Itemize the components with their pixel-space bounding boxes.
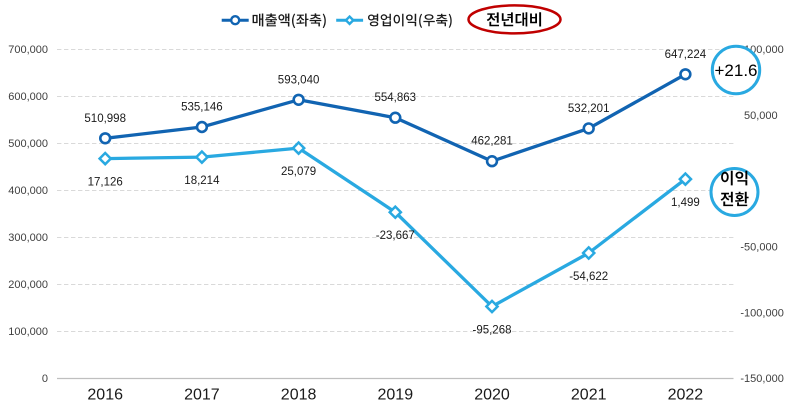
svg-text:2018: 2018 xyxy=(281,387,317,404)
svg-text:462,281: 462,281 xyxy=(471,136,513,148)
svg-text:510,998: 510,998 xyxy=(84,113,126,125)
svg-text:50,000: 50,000 xyxy=(744,110,778,122)
svg-text:2022: 2022 xyxy=(668,387,704,404)
svg-text:554,863: 554,863 xyxy=(375,92,417,104)
svg-text:500,000: 500,000 xyxy=(8,138,48,150)
svg-text:-50,000: -50,000 xyxy=(740,242,777,254)
svg-text:200,000: 200,000 xyxy=(8,279,48,291)
svg-text:-100,000: -100,000 xyxy=(740,307,783,319)
svg-text:18,214: 18,214 xyxy=(184,175,220,187)
svg-text:-95,268: -95,268 xyxy=(472,325,511,337)
svg-text:-150,000: -150,000 xyxy=(740,373,783,385)
svg-text:-54,622: -54,622 xyxy=(569,271,608,283)
svg-text:100,000: 100,000 xyxy=(8,326,48,338)
svg-text:300,000: 300,000 xyxy=(8,232,48,244)
svg-text:25,079: 25,079 xyxy=(281,166,316,178)
svg-text:600,000: 600,000 xyxy=(8,91,48,103)
svg-text:647,224: 647,224 xyxy=(665,49,707,61)
svg-text:2017: 2017 xyxy=(184,387,220,404)
svg-text:2021: 2021 xyxy=(571,387,607,404)
svg-text:1,499: 1,499 xyxy=(671,197,700,209)
svg-text:593,040: 593,040 xyxy=(278,74,320,86)
svg-text:2020: 2020 xyxy=(474,387,510,404)
svg-text:0: 0 xyxy=(42,373,48,385)
svg-text:+21.6: +21.6 xyxy=(714,61,757,80)
svg-text:700,000: 700,000 xyxy=(8,44,48,56)
svg-text:2019: 2019 xyxy=(378,387,414,404)
svg-text:2016: 2016 xyxy=(87,387,123,404)
svg-text:535,146: 535,146 xyxy=(181,102,223,114)
svg-text:17,126: 17,126 xyxy=(88,177,123,189)
svg-text:-23,667: -23,667 xyxy=(376,230,415,242)
svg-text:532,201: 532,201 xyxy=(568,103,610,115)
svg-text:400,000: 400,000 xyxy=(8,185,48,197)
